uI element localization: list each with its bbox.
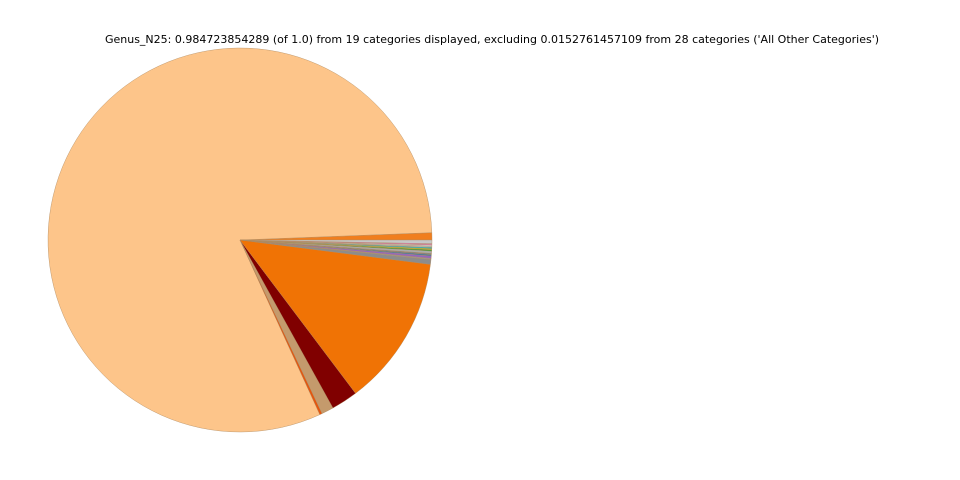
chart-title: Genus_N25: 0.984723854289 (of 1.0) from … xyxy=(105,33,879,46)
pie-slice xyxy=(239,239,433,244)
pie-slice xyxy=(239,239,431,394)
